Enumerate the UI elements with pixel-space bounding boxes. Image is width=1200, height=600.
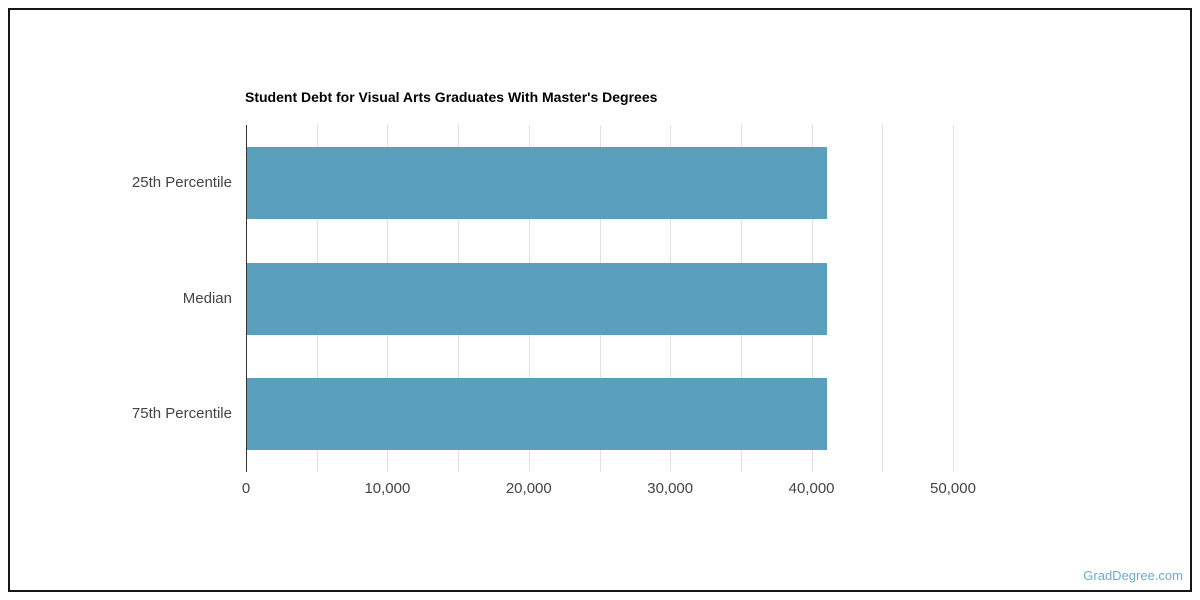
y-axis-label: 25th Percentile bbox=[131, 173, 232, 191]
chart-title: Student Debt for Visual Arts Graduates W… bbox=[245, 89, 658, 105]
y-axis-line bbox=[246, 125, 247, 472]
x-axis-tick-label: 0 bbox=[241, 480, 251, 497]
watermark-link[interactable]: GradDegree.com bbox=[1083, 568, 1183, 583]
x-axis-tick-label: 40,000 bbox=[788, 480, 835, 497]
bar-25th-percentile bbox=[247, 146, 827, 219]
gridline bbox=[882, 125, 884, 472]
x-axis-tick-label: 10,000 bbox=[364, 480, 411, 497]
x-axis-tick-label: 50,000 bbox=[930, 480, 976, 497]
y-axis-label: 75th Percentile bbox=[131, 405, 232, 423]
bar-75th-percentile bbox=[247, 378, 827, 451]
bar-median bbox=[247, 262, 827, 335]
plot-area bbox=[246, 125, 1024, 472]
gridline bbox=[953, 125, 954, 472]
x-axis-tick-label: 20,000 bbox=[505, 480, 552, 497]
y-axis-label: Median bbox=[182, 289, 232, 307]
x-axis-tick-label: 30,000 bbox=[647, 480, 694, 497]
